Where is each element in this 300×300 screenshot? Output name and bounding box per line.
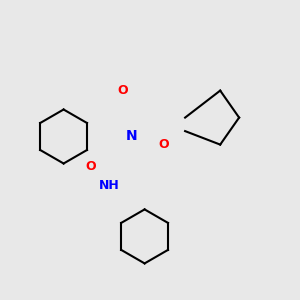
Text: O: O <box>158 138 169 151</box>
Text: N: N <box>125 130 137 143</box>
Text: NH: NH <box>99 178 120 192</box>
Text: O: O <box>85 160 96 173</box>
Text: O: O <box>118 84 128 97</box>
